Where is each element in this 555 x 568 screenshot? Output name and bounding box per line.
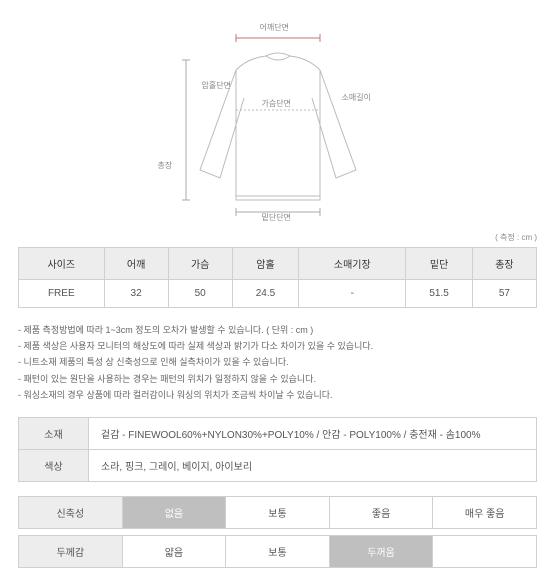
label-chest: 가슴단면 (262, 98, 291, 109)
size-header: 어깨 (104, 248, 168, 280)
note-item: - 니트소재 제품의 특성 상 신축성으로 인해 실측차이가 있을 수 있습니다… (18, 354, 537, 370)
size-header: 가슴 (168, 248, 232, 280)
thickness-label: 두께감 (19, 535, 123, 567)
stretch-table: 신축성 없음 보통 좋음 매우 좋음 (18, 496, 537, 529)
stretch-opt: 보통 (226, 496, 330, 528)
thickness-opt: 얇음 (122, 535, 226, 567)
material-value: 겉감 - FINEWOOL60%+NYLON30%+POLY10% / 안감 -… (89, 417, 537, 449)
label-hem: 밑단단면 (262, 212, 291, 223)
note-item: - 워싱소재의 경우 상품에 따라 컬러감이나 워싱의 위치가 조금씩 차이날 … (18, 387, 537, 403)
garment-diagram: 어깨단면 암홀단면 가슴단면 소매길이 총장 밑단단면 (148, 20, 408, 220)
size-header: 총장 (472, 248, 536, 280)
size-cell: FREE (19, 280, 105, 308)
size-header: 밑단 (406, 248, 473, 280)
size-cell: 24.5 (232, 280, 299, 308)
stretch-opt: 매우 좋음 (433, 496, 537, 528)
stretch-label: 신축성 (19, 496, 123, 528)
color-label: 색상 (19, 449, 89, 481)
size-header: 사이즈 (19, 248, 105, 280)
note-item: - 제품 측정방법에 따라 1~3cm 정도의 오차가 발생할 수 있습니다. … (18, 322, 537, 338)
size-cell: 51.5 (406, 280, 473, 308)
spec-table: 소재 겉감 - FINEWOOL60%+NYLON30%+POLY10% / 안… (18, 417, 537, 482)
stretch-opt: 좋음 (329, 496, 433, 528)
label-shoulder: 어깨단면 (260, 22, 289, 33)
label-armhole: 암홀단면 (202, 80, 231, 91)
unit-note: ( 측정 : cm ) (18, 232, 537, 243)
note-item: - 패턴이 있는 원단을 사용하는 경우는 패턴의 위치가 일정하지 않을 수 … (18, 371, 537, 387)
thickness-opt: 두꺼움 (329, 535, 433, 567)
stretch-opt: 없음 (122, 496, 226, 528)
notes-list: - 제품 측정방법에 따라 1~3cm 정도의 오차가 발생할 수 있습니다. … (18, 322, 537, 403)
size-header: 소매기장 (299, 248, 406, 280)
color-value: 소라, 핑크, 그레이, 베이지, 아이보리 (89, 449, 537, 481)
label-sleeve: 소매길이 (342, 92, 371, 103)
material-label: 소재 (19, 417, 89, 449)
size-header: 암홀 (232, 248, 299, 280)
size-cell: 32 (104, 280, 168, 308)
size-table: 사이즈 어깨 가슴 암홀 소매기장 밑단 총장 FREE 32 50 24.5 … (18, 247, 537, 308)
size-cell: 57 (472, 280, 536, 308)
size-cell: 50 (168, 280, 232, 308)
thickness-table: 두께감 얇음 보통 두꺼움 (18, 535, 537, 568)
thickness-opt: 보통 (226, 535, 330, 567)
thickness-opt (433, 535, 537, 567)
label-length: 총장 (158, 160, 173, 171)
note-item: - 제품 색상은 사용자 모니터의 해상도에 따라 실제 색상과 밝기가 다소 … (18, 338, 537, 354)
size-cell: - (299, 280, 406, 308)
